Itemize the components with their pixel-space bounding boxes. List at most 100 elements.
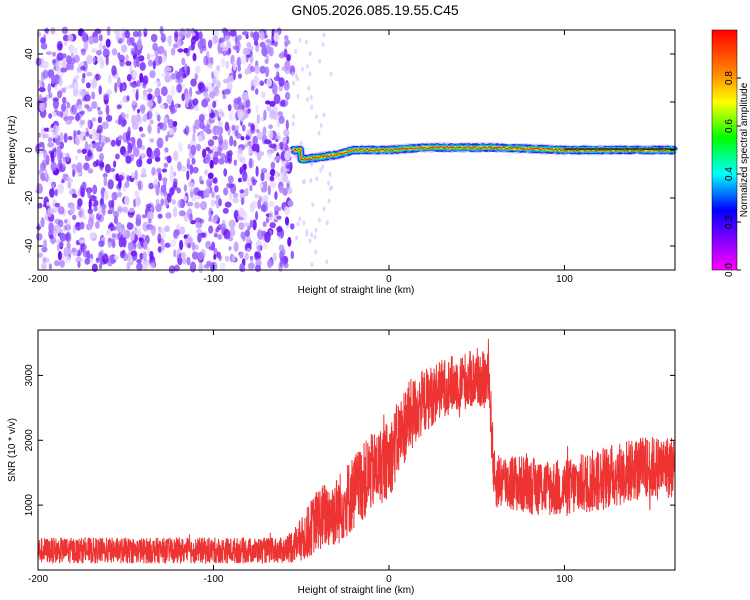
noise-speck	[157, 233, 162, 244]
noise-speck	[164, 225, 170, 232]
noise-speck	[59, 141, 64, 150]
noise-speck	[54, 202, 60, 208]
noise-speck	[218, 198, 222, 207]
noise-speck	[207, 149, 213, 154]
noise-speck	[138, 55, 145, 62]
noise-speck	[78, 210, 83, 218]
noise-speck	[145, 203, 152, 209]
noise-speck	[60, 103, 67, 112]
noise-speck	[229, 29, 237, 37]
noise-speck	[147, 93, 153, 101]
colorbar-gradient	[712, 30, 737, 270]
noise-speck	[224, 255, 230, 262]
noise-speck	[115, 32, 121, 41]
noise-speck	[61, 53, 67, 59]
noise-speck	[60, 67, 68, 73]
noise-speck	[142, 75, 149, 85]
noise-speck	[194, 201, 201, 209]
noise-speck	[42, 60, 49, 69]
noise-speck	[197, 82, 203, 91]
noise-speck	[265, 217, 269, 222]
noise-speck	[142, 114, 147, 123]
noise-speck	[302, 220, 306, 226]
noise-speck	[73, 47, 78, 55]
noise-speck	[78, 239, 86, 244]
noise-speck	[42, 133, 50, 138]
noise-speck	[146, 247, 151, 256]
noise-speck	[117, 135, 123, 141]
noise-speck	[79, 119, 86, 126]
noise-speck	[99, 198, 103, 205]
noise-speck	[96, 55, 104, 64]
noise-speck	[205, 128, 212, 135]
noise-speck	[65, 176, 71, 182]
noise-speck	[177, 199, 183, 209]
noise-speck	[135, 218, 142, 227]
noise-speck	[291, 71, 295, 77]
noise-speck	[127, 241, 134, 252]
noise-speck	[244, 143, 249, 148]
noise-speck	[249, 46, 254, 51]
noise-speck	[93, 36, 99, 44]
noise-speck	[176, 248, 181, 256]
noise-speck	[86, 54, 93, 65]
noise-speck	[203, 264, 210, 269]
noise-speck	[242, 170, 248, 182]
noise-speck	[253, 76, 260, 87]
noise-speck	[173, 178, 178, 188]
noise-speck	[269, 168, 276, 177]
noise-speck	[95, 221, 100, 229]
noise-speck	[191, 157, 196, 165]
noise-speck	[121, 32, 125, 43]
noise-speck	[213, 233, 218, 238]
noise-speck	[136, 259, 142, 264]
noise-speck	[186, 170, 190, 181]
noise-speck	[240, 55, 247, 65]
noise-speck	[176, 223, 181, 230]
noise-speck	[67, 181, 72, 189]
noise-speck	[189, 261, 197, 273]
noise-speck	[236, 56, 242, 67]
noise-speck	[183, 47, 189, 54]
noise-speck	[38, 94, 43, 101]
noise-speck	[268, 46, 274, 57]
noise-speck	[279, 250, 284, 261]
noise-speck	[250, 200, 258, 209]
noise-speck	[50, 151, 54, 159]
noise-speck	[255, 104, 259, 114]
noise-speck	[274, 205, 280, 214]
noise-speck	[75, 256, 82, 263]
noise-speck	[67, 34, 74, 42]
noise-speck	[178, 142, 183, 153]
noise-speck	[97, 110, 103, 116]
noise-speck	[159, 104, 165, 109]
noise-speck	[138, 126, 143, 132]
noise-speck	[50, 161, 57, 172]
noise-speck	[52, 51, 56, 57]
noise-speck	[203, 189, 210, 198]
noise-speck	[190, 78, 197, 87]
noise-speck	[212, 100, 217, 108]
colorbar-tick-label: 0.2	[724, 215, 735, 229]
noise-speck	[91, 91, 96, 100]
noise-speck	[229, 227, 236, 237]
noise-speck	[144, 262, 151, 268]
noise-speck	[81, 214, 87, 220]
y-tick-label: -40	[24, 238, 35, 253]
noise-speck	[164, 74, 171, 83]
noise-speck	[115, 153, 120, 160]
noise-speck	[104, 136, 111, 143]
noise-speck	[174, 103, 178, 110]
noise-speck	[160, 243, 166, 251]
noise-speck	[194, 119, 201, 130]
noise-speck	[292, 80, 296, 86]
noise-speck	[254, 193, 259, 199]
noise-speck	[160, 33, 166, 43]
noise-speck	[228, 246, 232, 251]
noise-speck	[268, 200, 275, 207]
noise-speck	[131, 99, 137, 106]
y-tick-label: 20	[24, 96, 35, 108]
noise-speck	[178, 210, 186, 217]
noise-speck	[76, 66, 80, 74]
noise-speck	[87, 188, 91, 199]
